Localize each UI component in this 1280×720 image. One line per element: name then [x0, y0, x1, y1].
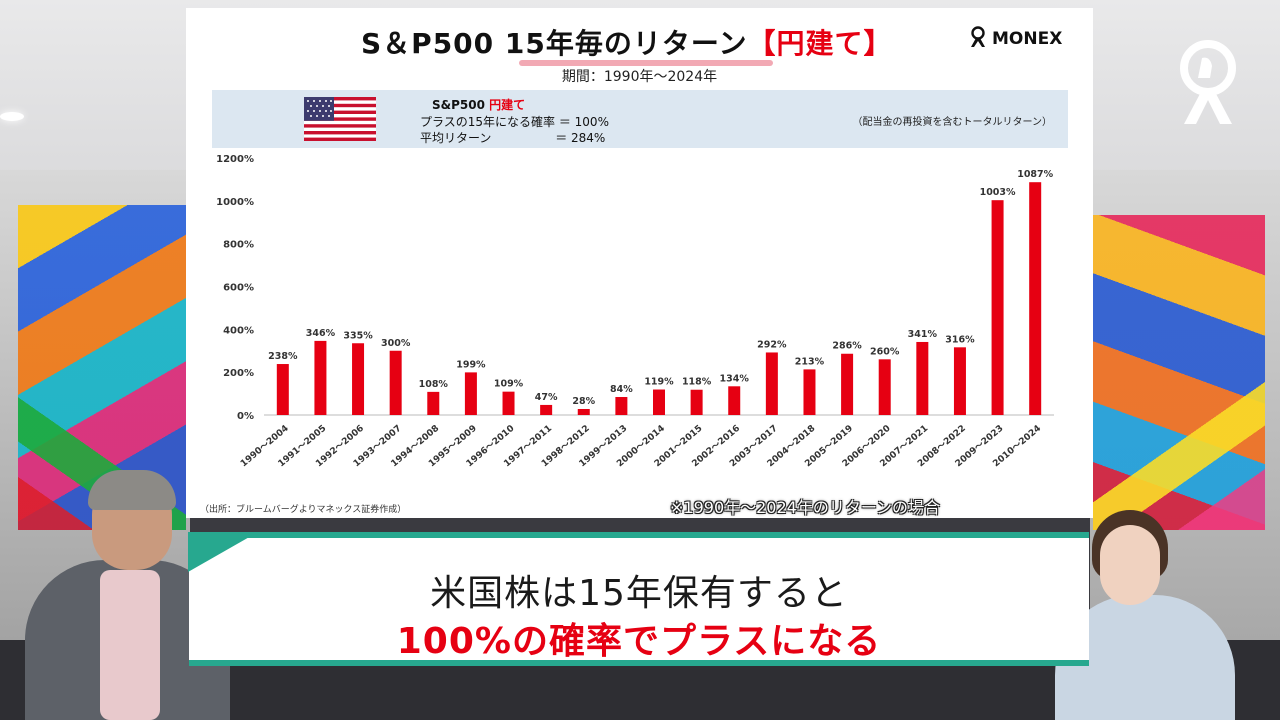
brand-logo: MONEX: [969, 26, 1062, 49]
presenter-left-hair: [88, 470, 176, 510]
bar-value-label: 260%: [870, 346, 900, 357]
us-flag-icon: [304, 97, 376, 141]
bar-value-label: 335%: [343, 330, 373, 341]
bar-value-label: 28%: [572, 396, 595, 407]
bar-value-label: 316%: [945, 334, 975, 345]
lower-third: 米国株は15年保有すると 100%の確率でプラスになる: [188, 532, 1089, 666]
channel-logo-icon: [1180, 40, 1236, 124]
bar: [502, 391, 515, 415]
y-tick-label: 400%: [223, 325, 254, 336]
bar: [765, 352, 778, 415]
title-suffix: 【円建て】: [747, 27, 893, 60]
bar: [690, 389, 703, 415]
y-tick-label: 800%: [223, 240, 254, 251]
presenter-left-shirt: [100, 570, 160, 720]
bar: [577, 409, 590, 415]
slide: S＆P500 15年毎のリターン【円建て】 MONEX 期間：1990年～202…: [186, 8, 1093, 518]
info-band: S&P500 円建て プラスの15年になる確率 ＝ 100% 平均リターン ＝ …: [212, 90, 1068, 148]
info-probability: プラスの15年になる確率 ＝ 100%: [420, 115, 609, 129]
bar: [276, 364, 289, 415]
slide-title: S＆P500 15年毎のリターン【円建て】: [361, 22, 892, 62]
info-index-label: S&P500: [432, 98, 485, 112]
lower-third-line2: 100%の確率でプラスになる: [396, 621, 882, 662]
title-prefix: S＆P500: [361, 27, 495, 60]
brand-name: MONEX: [992, 29, 1063, 49]
y-tick-label: 600%: [223, 283, 254, 294]
bar: [991, 200, 1004, 415]
bar: [878, 359, 891, 415]
bar-value-label: 119%: [644, 377, 674, 388]
bar-value-label: 108%: [419, 379, 449, 390]
info-average-return: 平均リターン ＝ 284%: [420, 131, 606, 145]
monex-mark-icon: [971, 26, 985, 47]
y-tick-label: 0%: [237, 411, 254, 422]
bar: [916, 341, 929, 415]
bar: [464, 372, 477, 415]
bar-value-label: 1003%: [980, 187, 1016, 198]
bar: [389, 350, 402, 415]
bar: [653, 389, 665, 415]
bar-value-label: 238%: [268, 351, 298, 362]
lower-third-line1: 米国株は15年保有すると: [430, 573, 848, 614]
wall-artwork-right: [1093, 215, 1265, 530]
info-note: （配当金の再投資を含むトータルリターン）: [852, 117, 1053, 128]
bar-value-label: 134%: [720, 373, 750, 384]
bar: [540, 404, 553, 415]
y-tick-label: 200%: [223, 368, 254, 379]
bar: [841, 353, 854, 415]
bar: [803, 369, 816, 415]
bar-value-label: 286%: [832, 341, 862, 352]
bar-value-label: 213%: [795, 356, 825, 367]
overlay-caption: ※1990年～2024年のリターンの場合: [670, 498, 941, 517]
bar-value-label: 1087%: [1017, 169, 1053, 180]
presenter-right-head: [1100, 525, 1160, 605]
bar-value-label: 109%: [494, 379, 524, 390]
info-currency-tag: 円建て: [489, 98, 526, 112]
y-tick-label: 1000%: [216, 197, 254, 208]
bar: [615, 397, 628, 415]
info-index-name: S&P500 円建て: [432, 96, 525, 113]
bar: [1029, 182, 1042, 415]
ceiling-light: [0, 112, 24, 121]
bar: [953, 347, 966, 415]
returns-bar-chart: 0%200%400%600%800%1000%1200%238%1990～200…: [216, 154, 1054, 469]
bar-value-label: 47%: [535, 392, 558, 403]
bar: [352, 343, 365, 415]
bar-value-label: 300%: [381, 338, 411, 349]
bar-value-label: 346%: [306, 328, 336, 339]
title-highlight-underline: [519, 60, 773, 66]
source-note: （出所：ブルームバーグよりマネックス証券作成）: [200, 505, 407, 515]
title-highlight: 15年毎のリターン: [504, 27, 748, 60]
bar-value-label: 118%: [682, 377, 712, 388]
bar: [314, 340, 327, 415]
y-tick-label: 1200%: [216, 154, 254, 165]
bar-value-label: 199%: [456, 359, 486, 370]
bar-value-label: 84%: [610, 384, 633, 395]
period-label: 期間：1990年～2024年: [561, 69, 718, 85]
bar: [728, 386, 741, 415]
bar: [427, 391, 440, 415]
bar-value-label: 341%: [908, 329, 938, 340]
bar-value-label: 292%: [757, 339, 787, 350]
